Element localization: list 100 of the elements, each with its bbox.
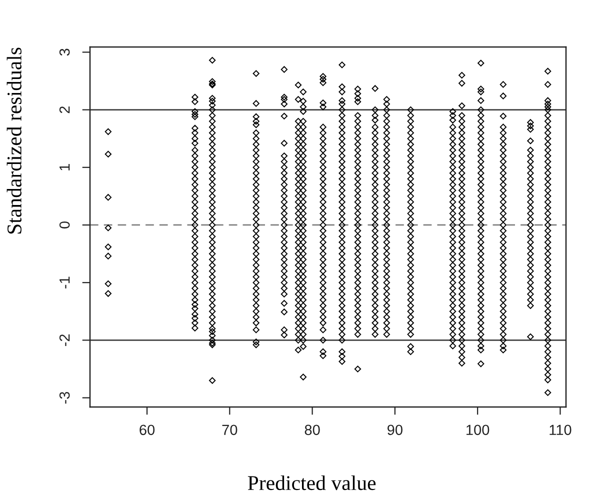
point <box>252 118 260 125</box>
point <box>372 116 378 124</box>
point <box>478 112 484 119</box>
point <box>449 129 456 136</box>
point <box>500 124 507 130</box>
point <box>407 238 414 246</box>
point <box>300 256 307 263</box>
point <box>192 181 198 188</box>
point <box>252 187 260 194</box>
point <box>544 336 552 344</box>
point <box>500 233 507 240</box>
point <box>458 360 466 367</box>
point <box>252 152 260 160</box>
point <box>338 216 346 223</box>
point <box>300 296 307 304</box>
point <box>300 308 307 315</box>
point <box>192 170 198 176</box>
point <box>354 314 362 320</box>
point <box>527 244 534 252</box>
point <box>527 273 534 280</box>
point <box>294 296 302 304</box>
point <box>478 320 484 326</box>
point <box>192 222 198 228</box>
point <box>527 279 534 286</box>
point <box>208 227 216 234</box>
point <box>372 227 378 234</box>
point <box>192 158 198 165</box>
point <box>294 256 302 263</box>
point <box>449 279 456 286</box>
point <box>338 112 346 119</box>
point <box>280 96 288 103</box>
point <box>208 181 216 188</box>
point <box>383 308 390 315</box>
point <box>500 227 507 234</box>
point <box>208 94 216 102</box>
point <box>208 285 216 292</box>
point <box>458 262 466 269</box>
point <box>458 348 466 356</box>
point <box>458 244 466 252</box>
point <box>294 262 302 269</box>
point <box>252 244 260 252</box>
point <box>527 138 534 144</box>
point <box>458 124 466 130</box>
point <box>544 348 552 356</box>
point <box>338 348 346 356</box>
point <box>478 146 484 154</box>
point <box>458 80 466 87</box>
point <box>449 290 456 298</box>
point <box>544 233 552 240</box>
point <box>208 210 216 217</box>
point <box>458 302 466 309</box>
point <box>320 100 326 106</box>
point <box>527 290 534 298</box>
point <box>372 250 378 258</box>
point <box>383 141 390 148</box>
point <box>383 210 390 217</box>
point <box>407 250 414 258</box>
point <box>458 72 466 79</box>
point <box>478 244 484 252</box>
point <box>252 181 260 188</box>
point <box>294 124 302 130</box>
point <box>458 118 466 125</box>
point <box>280 198 288 206</box>
point <box>294 290 302 298</box>
point <box>500 187 507 194</box>
point <box>383 290 390 298</box>
point <box>527 164 534 171</box>
point <box>449 331 456 338</box>
point <box>252 238 260 246</box>
point <box>383 100 390 108</box>
point <box>449 146 456 154</box>
point <box>208 302 216 309</box>
point <box>192 113 198 120</box>
point <box>208 296 216 304</box>
point <box>320 104 326 110</box>
point <box>208 273 216 280</box>
point <box>354 164 362 171</box>
point <box>478 308 484 315</box>
point <box>383 256 390 263</box>
point <box>383 96 390 103</box>
point <box>500 181 507 188</box>
point <box>192 94 198 100</box>
point <box>300 233 307 240</box>
x-tick-label: 110 <box>550 424 572 436</box>
point <box>338 158 346 165</box>
point <box>354 250 362 258</box>
point <box>300 146 307 154</box>
point <box>300 244 307 252</box>
point <box>192 310 198 318</box>
point <box>280 238 288 246</box>
point <box>338 210 346 217</box>
point <box>544 285 552 292</box>
point <box>252 164 260 171</box>
point <box>372 135 378 142</box>
point <box>192 176 198 182</box>
point <box>544 302 552 309</box>
point <box>449 112 456 119</box>
point <box>294 146 302 154</box>
point <box>478 336 484 344</box>
point <box>478 233 484 240</box>
